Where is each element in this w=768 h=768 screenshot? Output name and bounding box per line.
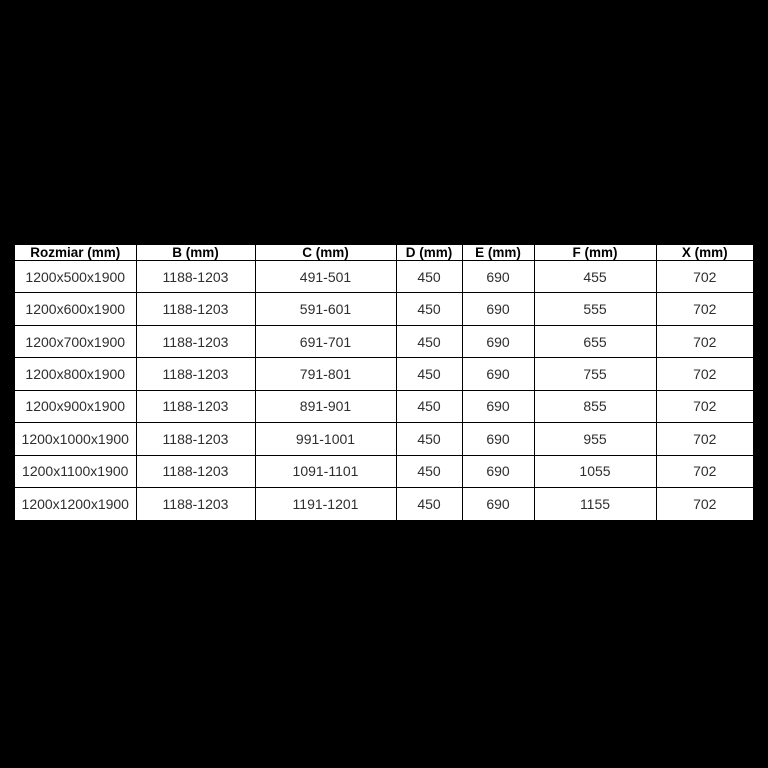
table-cell: 450 [395,357,463,391]
table-cell: 690 [461,357,535,391]
table-body: 1200x500x1900 1188-1203 491-501 450 690 455 70… [13,259,755,522]
table-cell: 1200x700x1900 [13,324,137,359]
table-cell: 1188-1203 [135,422,256,456]
table-cell: 691-701 [254,324,397,359]
table-cell: 1200x1200x1900 [13,487,137,522]
table-cell: 1188-1203 [135,357,256,391]
table-cell: 702 [655,357,755,391]
table-cell: 1188-1203 [135,259,256,294]
table-cell: 891-901 [254,389,397,424]
table-cell: 755 [533,357,657,391]
table-row: 1200x1200x1900 1188-1203 1191-1201 450 690 11… [13,487,755,522]
column-header: X (mm) [655,243,755,261]
table-cell: 450 [395,292,463,326]
table-cell: 450 [395,454,463,489]
table-cell: 1200x600x1900 [13,292,137,326]
size-spec-table-container: Rozmiar (mm) B (mm) C (mm) D (mm) E (mm) F (m… [13,243,755,522]
table-cell: 1188-1203 [135,487,256,522]
column-header: B (mm) [135,243,256,261]
table-cell: 591-601 [254,292,397,326]
table-cell: 1155 [533,487,657,522]
table-cell: 450 [395,422,463,456]
column-header: Rozmiar (mm) [13,243,137,261]
table-cell: 450 [395,259,463,294]
table-cell: 450 [395,487,463,522]
table-cell: 1200x500x1900 [13,259,137,294]
table-row: 1200x700x1900 1188-1203 691-701 450 690 655 70… [13,324,755,359]
table-cell: 1188-1203 [135,324,256,359]
table-cell: 455 [533,259,657,294]
table-cell: 702 [655,454,755,489]
table-cell: 855 [533,389,657,424]
table-cell: 1091-1101 [254,454,397,489]
table-cell: 702 [655,487,755,522]
table-cell: 690 [461,324,535,359]
table-cell: 1188-1203 [135,389,256,424]
column-header: E (mm) [461,243,535,261]
table-cell: 702 [655,389,755,424]
column-header: C (mm) [254,243,397,261]
table-cell: 450 [395,389,463,424]
table-cell: 1200x900x1900 [13,389,137,424]
table-cell: 1055 [533,454,657,489]
table-cell: 690 [461,292,535,326]
table-row: 1200x1100x1900 1188-1203 1091-1101 450 690 10… [13,454,755,489]
table-cell: 555 [533,292,657,326]
table-cell: 991-1001 [254,422,397,456]
table-cell: 1200x1100x1900 [13,454,137,489]
table-cell: 702 [655,324,755,359]
table-cell: 702 [655,292,755,326]
table-row: 1200x800x1900 1188-1203 791-801 450 690 755 70… [13,357,755,391]
column-header: F (mm) [533,243,657,261]
table-cell: 955 [533,422,657,456]
table-cell: 1200x1000x1900 [13,422,137,456]
table-cell: 1188-1203 [135,292,256,326]
column-header: D (mm) [395,243,463,261]
table-cell: 450 [395,324,463,359]
table-row: 1200x900x1900 1188-1203 891-901 450 690 855 70… [13,389,755,424]
table-row: 1200x600x1900 1188-1203 591-601 450 690 555 70… [13,292,755,326]
table-cell: 491-501 [254,259,397,294]
table-header-row: Rozmiar (mm) B (mm) C (mm) D (mm) E (mm) F (m… [13,243,755,261]
table-cell: 655 [533,324,657,359]
table-cell: 1191-1201 [254,487,397,522]
table-cell: 702 [655,259,755,294]
table-cell: 1188-1203 [135,454,256,489]
table-cell: 690 [461,487,535,522]
table-row: 1200x500x1900 1188-1203 491-501 450 690 455 70… [13,259,755,294]
table-cell: 690 [461,454,535,489]
table-row: 1200x1000x1900 1188-1203 991-1001 450 690 955… [13,422,755,456]
size-spec-table: Rozmiar (mm) B (mm) C (mm) D (mm) E (mm) F (m… [13,243,755,522]
table-cell: 791-801 [254,357,397,391]
table-cell: 702 [655,422,755,456]
table-cell: 690 [461,389,535,424]
table-cell: 690 [461,259,535,294]
table-cell: 1200x800x1900 [13,357,137,391]
table-cell: 690 [461,422,535,456]
